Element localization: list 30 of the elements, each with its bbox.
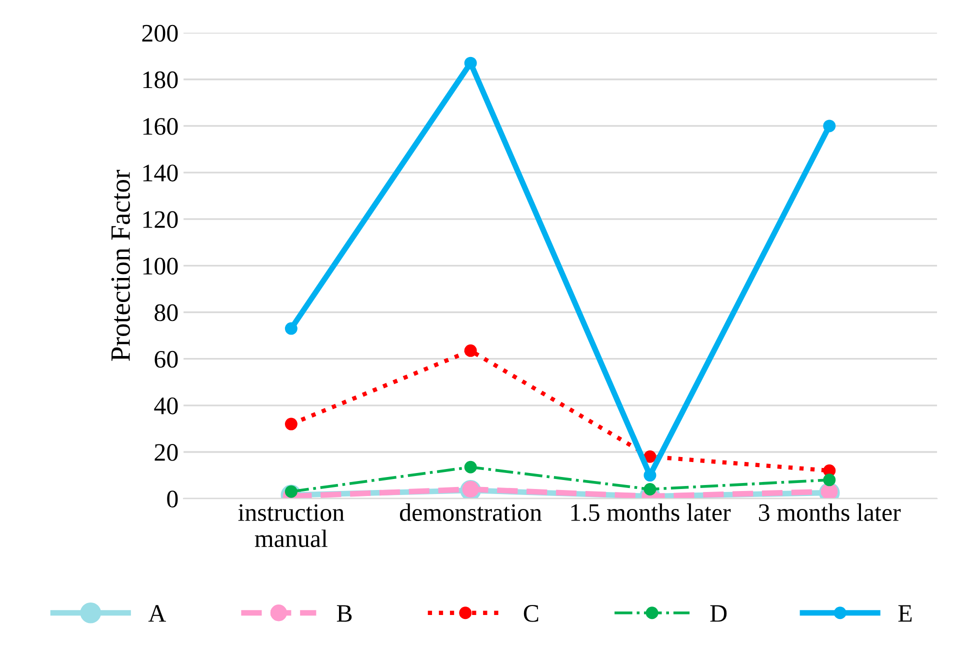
y-tick-label: 120 bbox=[143, 211, 178, 228]
point bbox=[464, 56, 477, 70]
y-tick-label: 60 bbox=[154, 350, 178, 368]
x-tick-label: 3 months later bbox=[759, 503, 901, 522]
y-tick-label: 100 bbox=[143, 258, 178, 275]
point bbox=[464, 460, 477, 474]
point bbox=[644, 450, 656, 463]
legend-label: E bbox=[898, 605, 912, 622]
y-tick-label: 20 bbox=[154, 444, 178, 461]
legend-label: C bbox=[524, 605, 538, 622]
y-tick-label: 180 bbox=[143, 71, 178, 88]
y-tick-label: 160 bbox=[143, 118, 178, 135]
point bbox=[823, 120, 836, 132]
legend-label: A bbox=[148, 605, 166, 622]
y-tick-label: 40 bbox=[154, 397, 178, 414]
legend-label: B bbox=[336, 605, 352, 622]
point bbox=[644, 482, 656, 496]
x-tick-label: instruction manual bbox=[238, 504, 344, 548]
point bbox=[823, 474, 836, 486]
point bbox=[284, 418, 298, 430]
y-tick-label: 200 bbox=[142, 24, 178, 42]
point bbox=[284, 322, 298, 335]
y-tick-label: 140 bbox=[143, 164, 178, 182]
legend-label: D bbox=[710, 605, 727, 622]
x-tick-label: 1.5 months later bbox=[571, 503, 731, 522]
y-tick-label: 0 bbox=[167, 490, 178, 508]
point bbox=[464, 344, 477, 357]
y-axis-title: Protection Factor bbox=[111, 170, 130, 361]
y-tick-label: 80 bbox=[154, 304, 178, 322]
x-tick-label: demonstration bbox=[400, 503, 542, 522]
